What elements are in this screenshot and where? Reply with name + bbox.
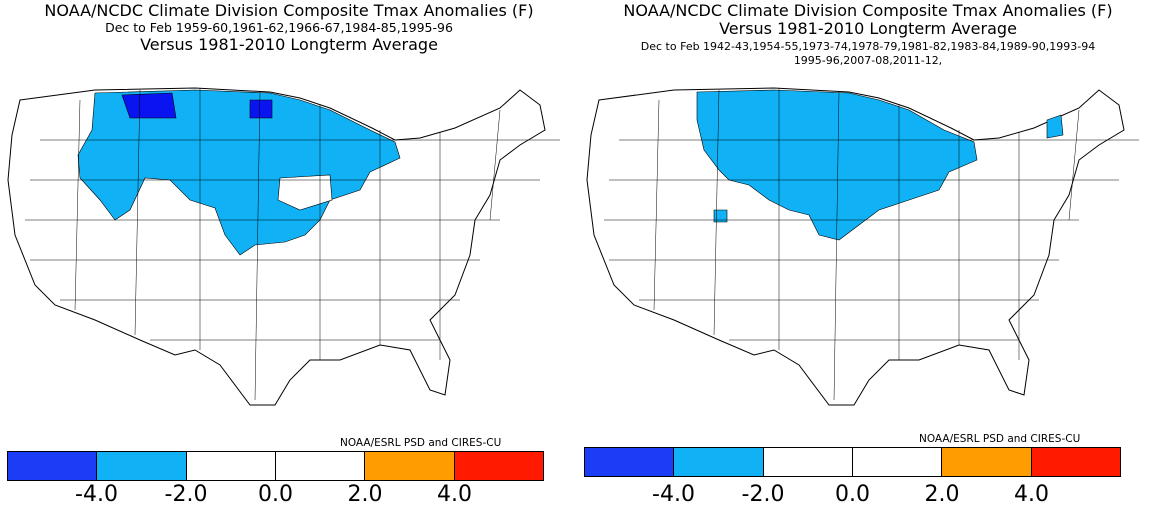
left-credit: NOAA/ESRL PSD and CIRES-CU xyxy=(340,437,502,449)
colorbar-swatch xyxy=(8,452,98,480)
colorbar-swatch xyxy=(186,452,276,480)
left-colorbar xyxy=(7,451,544,481)
right-credit: NOAA/ESRL PSD and CIRES-CU xyxy=(919,433,1081,445)
tick-label: -4.0 xyxy=(652,482,695,507)
cold-anomaly-region xyxy=(696,89,978,241)
left-title: NOAA/NCDC Climate Division Composite Tma… xyxy=(44,1,534,20)
left-panel: NOAA/NCDC Climate Division Composite Tma… xyxy=(0,0,578,507)
right-title: NOAA/NCDC Climate Division Composite Tma… xyxy=(623,1,1113,20)
tick-label: 4.0 xyxy=(437,482,472,507)
colorbar-swatch xyxy=(585,448,675,476)
colorbar-swatch xyxy=(852,448,943,476)
tick-label: -2.0 xyxy=(741,482,785,507)
left-subtitle-baseline: Versus 1981-2010 Longterm Average xyxy=(140,35,438,54)
colorbar-swatch xyxy=(763,448,853,476)
neutral-hole xyxy=(277,174,333,211)
division-lines xyxy=(604,88,1139,401)
division-lines xyxy=(25,88,560,401)
right-panel: NOAA/NCDC Climate Division Composite Tma… xyxy=(579,0,1157,507)
colorbar-swatch xyxy=(1031,448,1120,476)
cold-anomaly-region xyxy=(77,89,401,256)
tick-label: 2.0 xyxy=(347,482,383,507)
colorbar-swatch xyxy=(942,448,1032,476)
left-colorbar-ticks: -4.0 -2.0 0.0 2.0 4.0 xyxy=(7,482,544,508)
right-subtitle-years-cont: 1995-96,2007-08,2011-12, xyxy=(793,54,943,67)
tick-label: 0.0 xyxy=(835,482,870,507)
strong-cold-patch-north-dakota xyxy=(249,99,273,119)
left-title-block: NOAA/NCDC Climate Division Composite Tma… xyxy=(0,2,578,54)
right-subtitle-years: Dec to Feb 1942-43,1954-55,1973-74,1978-… xyxy=(640,40,1096,53)
left-subtitle-years: Dec to Feb 1959-60,1961-62,1966-67,1984-… xyxy=(105,20,453,35)
tick-label: 4.0 xyxy=(1014,482,1049,507)
strong-cold-patch-montana xyxy=(121,92,177,119)
colorbar-swatch xyxy=(97,452,187,480)
left-us-map xyxy=(7,87,560,406)
colorbar-swatch xyxy=(365,452,455,480)
tick-label: -4.0 xyxy=(75,482,118,507)
colorbar-swatch xyxy=(674,448,764,476)
right-subtitle-baseline: Versus 1981-2010 Longterm Average xyxy=(719,19,1017,38)
right-title-block: NOAA/NCDC Climate Division Composite Tma… xyxy=(579,2,1157,68)
cold-anomaly-patch-utah xyxy=(713,209,728,223)
right-us-map xyxy=(586,87,1139,406)
tick-label: 2.0 xyxy=(924,482,960,507)
cold-anomaly-patch-new-england xyxy=(1046,114,1064,139)
right-colorbar xyxy=(584,447,1121,477)
colorbar-swatch xyxy=(454,452,543,480)
tick-label: -2.0 xyxy=(164,482,208,507)
tick-label: 0.0 xyxy=(258,482,293,507)
colorbar-swatch xyxy=(275,452,366,480)
right-colorbar-ticks: -4.0 -2.0 0.0 2.0 4.0 xyxy=(584,482,1121,508)
